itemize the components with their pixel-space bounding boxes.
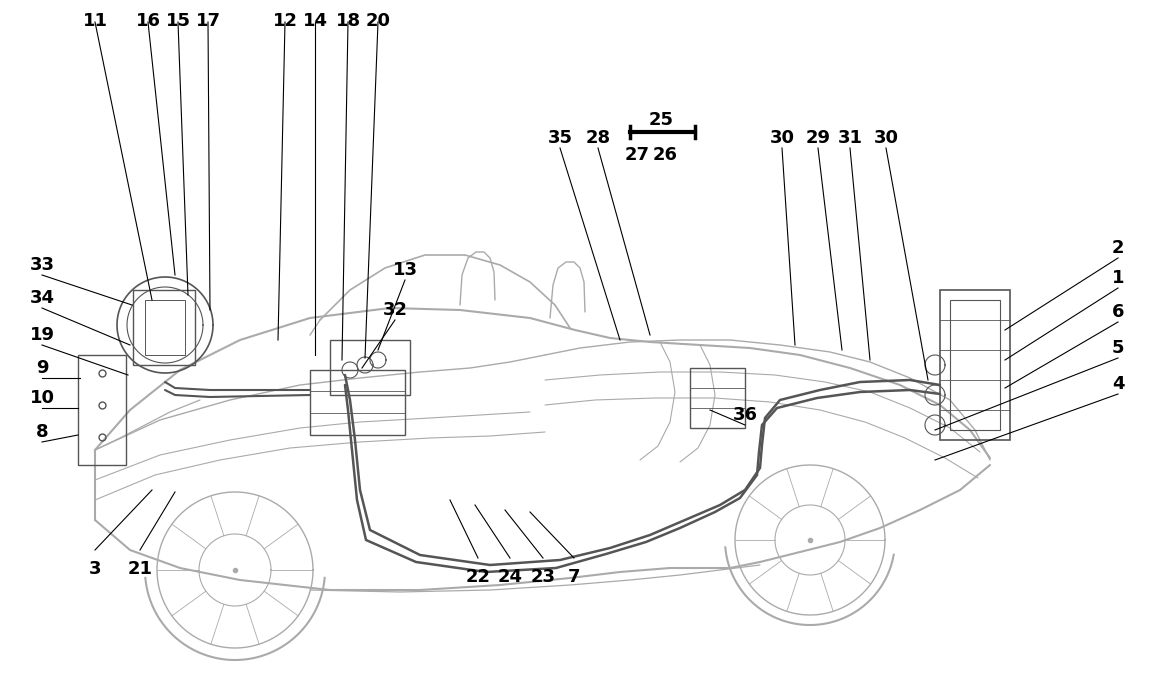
Bar [310, 370, 405, 435]
Text: 2: 2 [1112, 239, 1125, 257]
Text: 7: 7 [568, 568, 581, 586]
Bar [330, 340, 411, 395]
Text: 11: 11 [83, 12, 107, 30]
Text: 27: 27 [624, 146, 650, 164]
Text: 9: 9 [36, 359, 48, 377]
Text: 29: 29 [805, 129, 830, 147]
Text: 25: 25 [649, 111, 674, 129]
Bar [133, 290, 196, 365]
Bar [145, 300, 185, 355]
Text: 24: 24 [498, 568, 522, 586]
Text: 23: 23 [530, 568, 555, 586]
Text: 30: 30 [769, 129, 795, 147]
Text: 22: 22 [466, 568, 491, 586]
Bar [78, 355, 126, 465]
Text: 17: 17 [196, 12, 221, 30]
Text: 32: 32 [383, 301, 407, 319]
Text: 28: 28 [585, 129, 611, 147]
Text: 33: 33 [30, 256, 54, 274]
Text: 26: 26 [652, 146, 677, 164]
Text: 5: 5 [1112, 339, 1125, 357]
Text: 1: 1 [1112, 269, 1125, 287]
Text: 8: 8 [36, 423, 48, 441]
Text: 13: 13 [392, 261, 417, 279]
Text: 3: 3 [89, 560, 101, 578]
Text: 14: 14 [302, 12, 328, 30]
Bar [690, 368, 745, 428]
Text: 35: 35 [547, 129, 573, 147]
Text: 34: 34 [30, 289, 54, 307]
Text: 18: 18 [336, 12, 361, 30]
Text: 6: 6 [1112, 303, 1125, 321]
Bar [940, 290, 1010, 440]
Text: 21: 21 [128, 560, 153, 578]
Text: 20: 20 [366, 12, 391, 30]
Text: 16: 16 [136, 12, 161, 30]
Text: 36: 36 [733, 406, 758, 424]
Text: 12: 12 [273, 12, 298, 30]
Bar [950, 300, 1000, 430]
Text: 30: 30 [874, 129, 898, 147]
Text: 10: 10 [30, 389, 54, 407]
Text: 15: 15 [166, 12, 191, 30]
Text: 19: 19 [30, 326, 54, 344]
Text: 4: 4 [1112, 375, 1125, 393]
Text: 31: 31 [837, 129, 862, 147]
